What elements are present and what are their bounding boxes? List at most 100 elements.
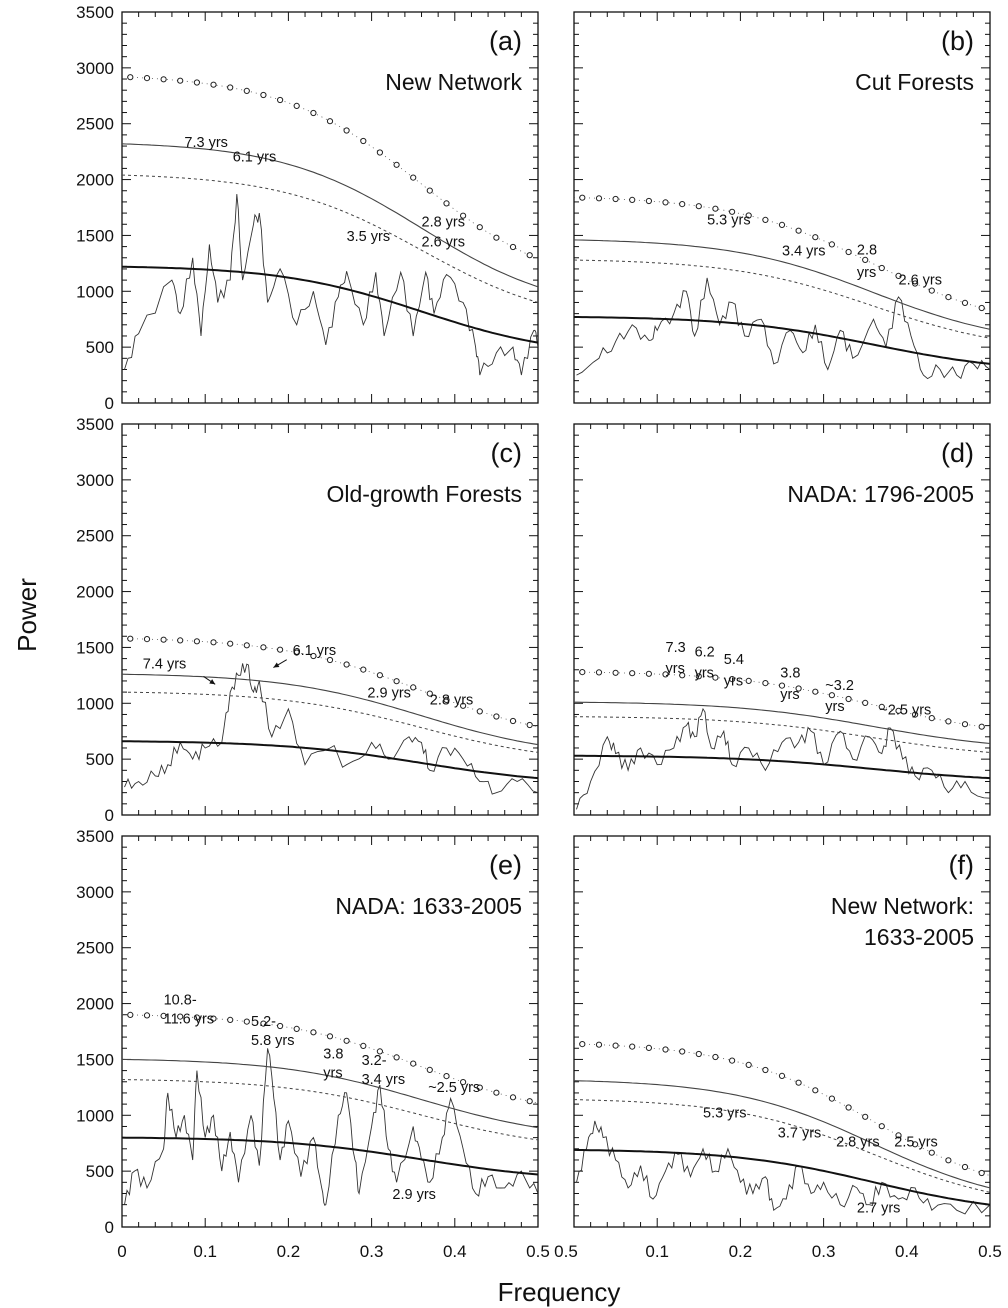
panel-c-circle-marker — [443, 696, 450, 704]
panel-f-title: 1633-2005 — [864, 924, 974, 950]
panel-e-annotation: 5.8 yrs — [251, 1033, 295, 1049]
panel-c-annotation: 7.4 yrs — [143, 657, 187, 673]
panel-f-circle-marker — [878, 1123, 885, 1130]
panel-b-plot-area — [574, 194, 990, 380]
panel-f-circle-marker — [812, 1087, 819, 1094]
panel-a-y-tick-label: 2500 — [76, 115, 114, 134]
panel-e-y-tick-label: 1000 — [76, 1106, 114, 1125]
panel-b-circle-marker — [612, 195, 619, 203]
panel-f-x-tick-label: 0.2 — [729, 1242, 753, 1261]
panel-e-annotation: yrs — [323, 1065, 342, 1081]
y-axis-label: Power — [12, 578, 42, 652]
panel-b-circle-marker — [762, 216, 769, 223]
panel-c-red-noise-line — [122, 740, 538, 780]
panel-c-circle-marker — [143, 636, 151, 643]
panel-b-spectrum-line — [576, 277, 990, 380]
panel-d-annotation: yrs — [695, 666, 714, 682]
panel-a-circle-marker — [310, 109, 317, 117]
panel-f: 0.5 0.1 0.2 0.3 0.4 0.5 (f) New Network: 1633-20… — [554, 835, 1002, 1261]
panel-c-circle-marker — [376, 672, 383, 679]
panel-b-frame — [573, 11, 991, 404]
panel-d-circle-marker — [961, 721, 969, 728]
panel-a-circle-marker — [376, 149, 383, 156]
panel-c-plot-area — [122, 635, 538, 795]
panel-c-circle-marker — [293, 649, 300, 656]
panel-d-circle-marker — [579, 669, 586, 676]
panel-d-circle-marker — [679, 672, 686, 679]
panel-b-red-noise-line — [574, 316, 990, 365]
panel-e-circle-marker — [393, 1054, 400, 1061]
panel-f-circle-marker — [579, 1041, 586, 1048]
panel-e-circle-marker — [127, 1011, 134, 1019]
panel-a-y-tick-label: 0 — [105, 394, 114, 413]
panel-e-x-tick-label: 0.4 — [443, 1242, 467, 1261]
panel-e-circle-marker — [260, 1020, 267, 1027]
panel-b-annotation: yrs — [857, 265, 876, 281]
panel-e-red-noise-line — [122, 1136, 538, 1176]
panel-b-annotation: 5.3 yrs — [707, 212, 751, 228]
panel-d-annotation: ~2.5 yrs — [879, 703, 931, 719]
panel-b-circle-marker — [729, 208, 736, 215]
panel-b-annotation: 2.6 yrs — [899, 273, 943, 289]
panel-d-letter: (d) — [941, 438, 974, 468]
panel-a-frame — [121, 11, 539, 404]
panel-e-y-tick-label: 2000 — [76, 995, 114, 1014]
panel-b-circle-marker — [828, 241, 836, 248]
panel-a-circle-marker — [143, 75, 151, 82]
panel-b-circle-marker — [662, 199, 669, 206]
panel-a-y-tick-label: 500 — [86, 338, 114, 357]
panel-b-circle-marker — [745, 212, 752, 219]
panel-c-circle-marker — [460, 702, 467, 709]
panel-f-circle-marker — [762, 1066, 769, 1074]
panel-b-title: Cut Forests — [855, 69, 974, 95]
panel-c-arrow-head — [209, 679, 216, 685]
panel-c-y-tick-label: 2500 — [76, 527, 114, 546]
panel-d-circle-dotted-line — [574, 671, 990, 729]
panel-d-circle-marker — [729, 676, 736, 683]
panel-a-plot-area — [122, 74, 538, 376]
panel-c-circle-marker — [243, 642, 250, 649]
panel-d-circle-marker — [895, 707, 902, 714]
panel-f-circle-marker — [928, 1149, 935, 1156]
panel-d-annotation: yrs — [724, 673, 743, 689]
panel-c-circle-marker — [310, 652, 317, 660]
panel-d-annotation: 6.2 — [695, 644, 715, 660]
panel-f-plot-area — [574, 1041, 990, 1215]
panel-a-circle-marker — [293, 102, 300, 110]
panel-c-circle-marker — [526, 721, 533, 729]
panel-f-circle-marker — [978, 1169, 985, 1177]
panel-e-y-tick-label: 3500 — [76, 827, 114, 846]
panel-a-upper-significance-line — [122, 143, 538, 288]
panel-d-circle-marker — [695, 673, 702, 680]
panel-e-annotation: 3.8 — [323, 1046, 343, 1062]
panel-a-circle-marker — [460, 212, 467, 219]
panel-a-circle-marker — [227, 84, 234, 91]
panel-e-x-tick-label: 0.1 — [193, 1242, 217, 1261]
panel-a-circle-marker — [526, 252, 533, 259]
panel-d-plot-area — [574, 669, 990, 810]
panel-f-circle-marker — [595, 1041, 603, 1048]
panel-b-upper-significance-line — [574, 239, 990, 330]
panel-e-circle-marker — [476, 1084, 483, 1091]
panel-e-spectrum-line — [124, 1048, 538, 1206]
panel-d: (d) NADA: 1796-2005 7.3 yrs 6.2 yrs 5.4 yrs 3.8 y… — [573, 423, 991, 816]
panel-f-spectrum-line — [576, 1120, 990, 1215]
panel-e-circle-marker — [143, 1012, 151, 1019]
panel-f-x-tick-label: 0.3 — [812, 1242, 836, 1261]
panel-b-circle-marker — [812, 234, 819, 241]
panel-c-circle-marker — [193, 638, 200, 645]
panel-f-circle-marker — [862, 1113, 869, 1120]
panel-d-annotation: yrs — [666, 661, 685, 677]
panel-e-letter: (e) — [489, 850, 522, 880]
panel-b-circle-marker — [845, 248, 852, 256]
panel-f-annotation: 2.5 yrs — [894, 1135, 938, 1151]
panel-d-annotation: yrs — [780, 687, 799, 703]
panel-b-circle-marker — [579, 194, 586, 201]
panel-d-circle-marker — [662, 671, 669, 678]
panel-b-dashed-significance-line — [574, 259, 990, 339]
panel-b-circle-marker — [878, 264, 885, 272]
panel-e-circle-marker — [326, 1033, 334, 1040]
panel-d-annotation: yrs — [825, 699, 844, 715]
panel-b-circle-marker — [679, 201, 686, 208]
panel-d-circle-marker — [645, 670, 653, 677]
